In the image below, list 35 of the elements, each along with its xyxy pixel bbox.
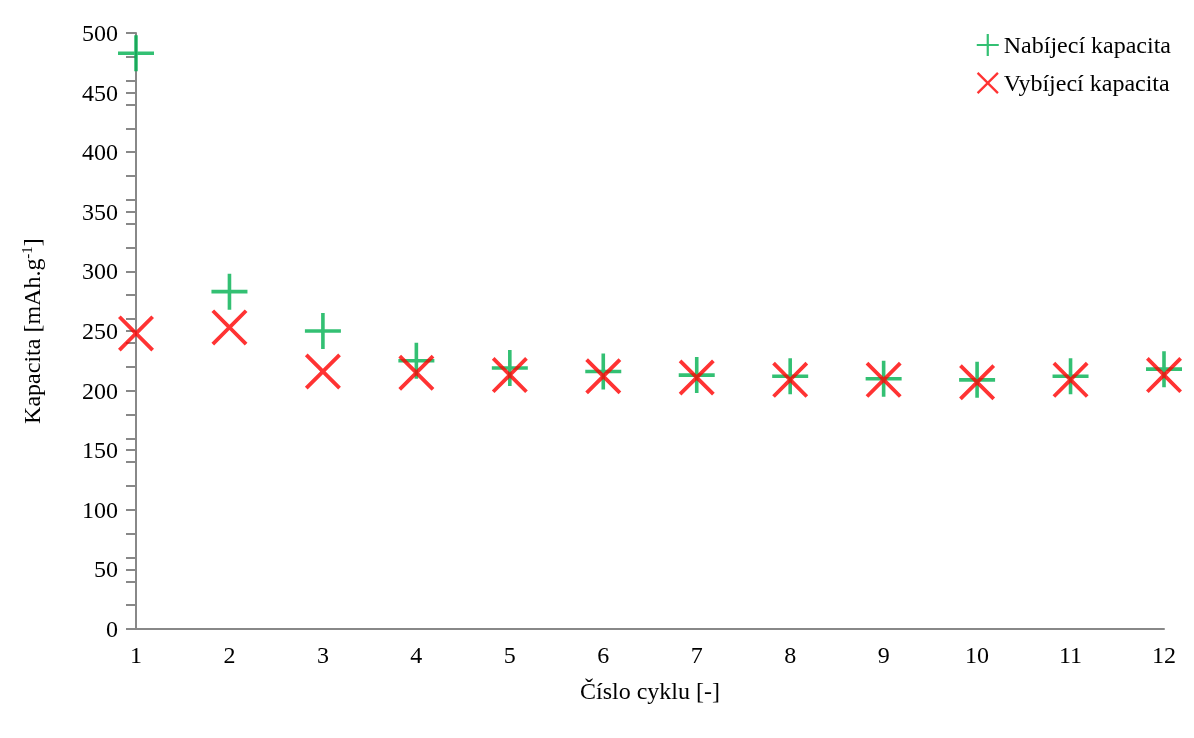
- x-tick-label: 7: [690, 642, 703, 668]
- x-tick-label: 4: [410, 642, 423, 668]
- y-tick-label: 300: [82, 258, 118, 285]
- x-tick-label: 11: [1058, 642, 1083, 668]
- x-tick-label: 1: [130, 642, 142, 668]
- y-tick-label: 100: [82, 496, 118, 523]
- x-tick-label: 2: [223, 642, 236, 668]
- point: [304, 313, 341, 349]
- point: [118, 315, 154, 352]
- x-tick-label: 6: [597, 642, 610, 668]
- point: [1146, 357, 1182, 394]
- y-tick-label: 250: [82, 318, 118, 344]
- point: [211, 309, 248, 346]
- y-axis-title: Kapacita [mAh.g-1]: [18, 238, 45, 424]
- y-tick-label: 0: [106, 616, 118, 642]
- x-tick-label: 12: [1152, 642, 1176, 668]
- y-tick-label: 500: [82, 20, 118, 46]
- y-tick-label: 200: [82, 377, 118, 404]
- point: [118, 35, 154, 72]
- point: [398, 354, 435, 391]
- y-tick-label: 50: [94, 556, 118, 583]
- point: [491, 357, 528, 394]
- x-tick-label: 9: [877, 642, 890, 668]
- legend-label: Vybíjecí kapacita: [1003, 70, 1171, 96]
- y-tick-label: 400: [82, 139, 118, 166]
- x-tick-label: 5: [503, 642, 516, 668]
- y-tick-label: 350: [82, 198, 118, 225]
- point: [304, 353, 341, 390]
- legend-label: Nabíjecí kapacita: [1003, 32, 1172, 58]
- y-tick-label: 150: [82, 437, 118, 464]
- x-tick-label: 8: [784, 642, 797, 668]
- y-tick-label: 450: [82, 79, 118, 106]
- x-tick-label: 3: [316, 642, 329, 668]
- x-tick-label: 10: [965, 642, 990, 668]
- x-axis-title: Číslo cyklu [-]: [580, 678, 720, 704]
